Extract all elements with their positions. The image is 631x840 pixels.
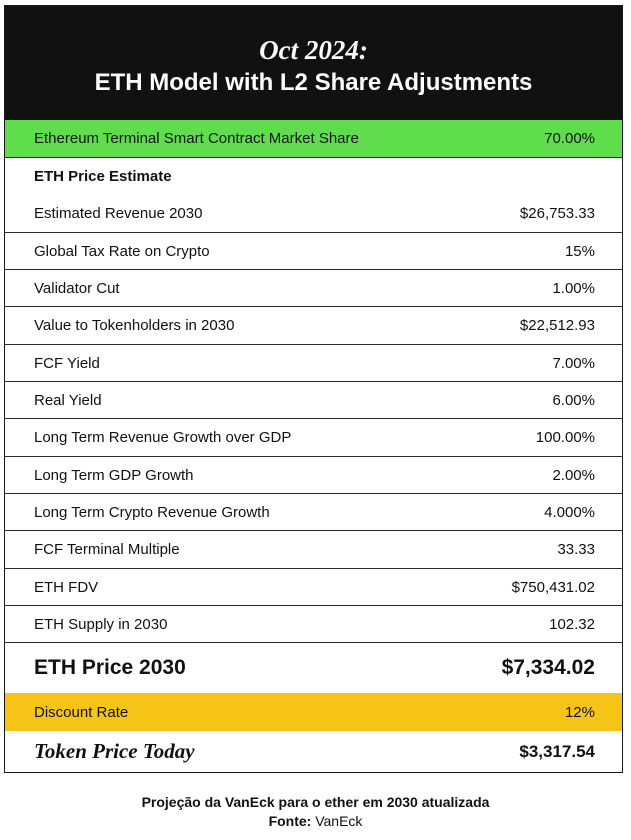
header-title: ETH Model with L2 Share Adjustments: [94, 69, 533, 96]
eth-model-table: Oct 2024: ETH Model with L2 Share Adjust…: [4, 5, 623, 773]
row-label: Estimated Revenue 2030: [34, 205, 203, 222]
row-label: Discount Rate: [34, 703, 129, 721]
row-value: 7.00%: [552, 354, 595, 372]
row-value: 15%: [564, 242, 595, 260]
row-value: 6.00%: [552, 391, 595, 409]
row-label: Value to Tokenholders in 2030: [34, 317, 235, 334]
row-fcf-yield: FCF Yield 7.00%: [5, 345, 622, 382]
row-value: $22,512.93: [519, 317, 595, 334]
source-value: VanEck: [315, 813, 363, 829]
row-value: 100.00%: [535, 429, 595, 446]
row-real-yield: Real Yield 6.00%: [5, 382, 622, 419]
row-label: Long Term GDP Growth: [34, 466, 194, 484]
row-eth-supply: ETH Supply in 2030 102.32: [5, 606, 622, 643]
caption-source: Fonte: VanEck: [0, 812, 631, 830]
row-value: 33.33: [557, 541, 595, 558]
row-section-price-estimate: ETH Price Estimate: [5, 158, 622, 195]
row-value: 4.000%: [544, 503, 595, 521]
row-label: FCF Terminal Multiple: [34, 541, 180, 558]
caption-text: Projeção da VanEck para o ether em 2030 …: [141, 794, 490, 810]
source-label: Fonte:: [268, 813, 312, 829]
row-value: $7,334.02: [501, 656, 595, 679]
header-date: Oct 2024:: [259, 35, 368, 65]
row-label: ETH Price 2030: [34, 656, 186, 679]
row-token-price-today: Token Price Today $3,317.54: [5, 731, 622, 772]
row-tax-rate: Global Tax Rate on Crypto 15%: [5, 233, 622, 270]
table-header: Oct 2024: ETH Model with L2 Share Adjust…: [5, 6, 622, 120]
section-label: ETH Price Estimate: [34, 168, 172, 185]
row-estimated-revenue: Estimated Revenue 2030 $26,753.33: [5, 195, 622, 233]
row-eth-fdv: ETH FDV $750,431.02: [5, 569, 622, 606]
row-gdp-growth: Long Term GDP Growth 2.00%: [5, 457, 622, 494]
row-value: $750,431.02: [511, 578, 595, 596]
row-label: Long Term Revenue Growth over GDP: [34, 429, 292, 446]
row-value-tokenholders: Value to Tokenholders in 2030 $22,512.93: [5, 307, 622, 345]
row-value: 12%: [564, 703, 595, 721]
row-value: $26,753.33: [519, 205, 595, 222]
row-label: Token Price Today: [34, 739, 195, 763]
row-market-share: Ethereum Terminal Smart Contract Market …: [5, 120, 622, 158]
row-label: ETH Supply in 2030: [34, 615, 168, 633]
row-fcf-terminal-multiple: FCF Terminal Multiple 33.33: [5, 531, 622, 569]
row-value: $3,317.54: [519, 741, 595, 761]
row-label: FCF Yield: [34, 354, 100, 372]
row-crypto-revenue-growth: Long Term Crypto Revenue Growth 4.000%: [5, 494, 622, 531]
row-label: Ethereum Terminal Smart Contract Market …: [34, 130, 359, 147]
row-value: 1.00%: [552, 279, 595, 297]
row-label: Real Yield: [34, 391, 102, 409]
row-value: 70.00%: [544, 130, 595, 147]
row-eth-price-2030: ETH Price 2030 $7,334.02: [5, 643, 622, 693]
row-label: ETH FDV: [34, 578, 99, 596]
row-label: Long Term Crypto Revenue Growth: [34, 503, 270, 521]
row-label: Validator Cut: [34, 279, 120, 297]
row-validator-cut: Validator Cut 1.00%: [5, 270, 622, 307]
row-value: 2.00%: [552, 466, 595, 484]
row-label: Global Tax Rate on Crypto: [34, 242, 210, 260]
row-discount-rate: Discount Rate 12%: [5, 693, 622, 731]
row-revenue-growth-gdp: Long Term Revenue Growth over GDP 100.00…: [5, 419, 622, 457]
row-value: 102.32: [549, 615, 595, 633]
